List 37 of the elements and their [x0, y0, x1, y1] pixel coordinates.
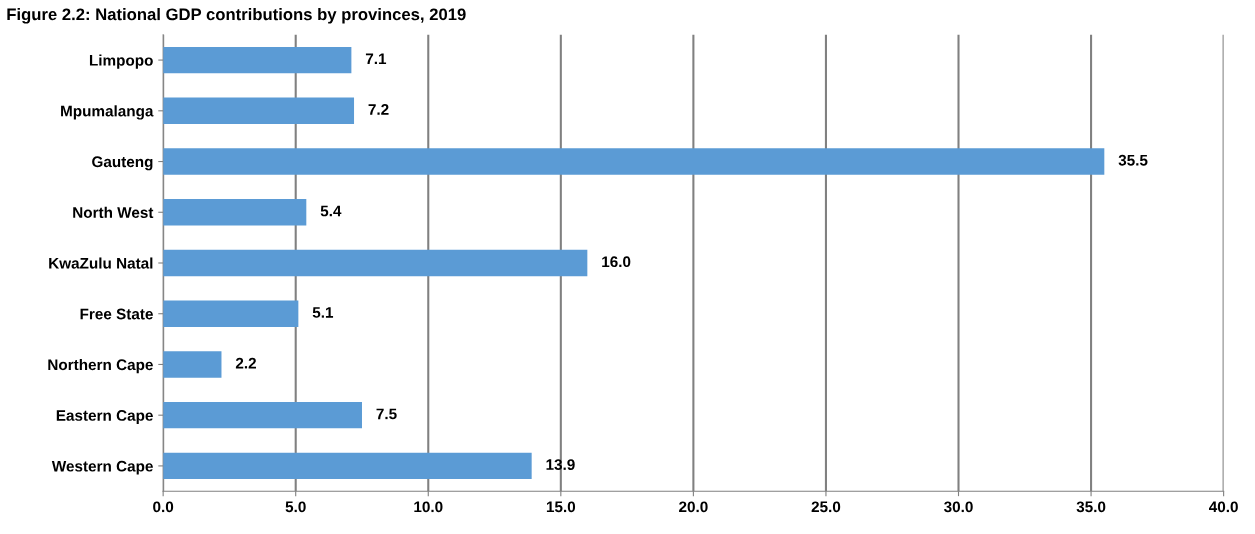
bar: [163, 249, 588, 277]
y-tick-label: North West: [73, 206, 154, 218]
data-label: 13.9: [546, 459, 575, 471]
x-tick-label: 20.0: [679, 501, 708, 513]
x-tick-label: 15.0: [546, 501, 576, 513]
chart-title: Figure 2.2: National GDP contributions by provinces, 2019: [7, 8, 466, 24]
y-tick-label: KwaZulu Natal: [49, 257, 153, 269]
x-tick-label: 30.0: [943, 501, 973, 513]
x-tick-label: 40.0: [1208, 501, 1238, 513]
y-tick-label: Western Cape: [51, 460, 153, 475]
y-tick-label: Eastern Cape: [56, 410, 153, 424]
data-label: 16.0: [602, 256, 631, 268]
bar: [163, 199, 307, 226]
y-tick-label: Mpumalanga: [61, 105, 154, 120]
data-label: 5.4: [320, 205, 342, 217]
x-tick-label: 35.0: [1076, 501, 1106, 513]
y-tick-label: Free State: [80, 308, 153, 320]
bar: [163, 351, 222, 378]
data-label: 7.5: [376, 408, 397, 420]
y-tick-label: Northern Cape: [48, 358, 153, 374]
bar: [163, 46, 352, 74]
x-tick-label: 5.0: [285, 501, 306, 513]
x-tick-label: 10.0: [414, 501, 443, 513]
bar: [163, 452, 532, 480]
data-label: 7.2: [368, 104, 389, 115]
bar: [163, 402, 362, 429]
bar: [163, 97, 355, 124]
data-label: 5.1: [312, 307, 334, 318]
data-label: 35.5: [1118, 154, 1148, 166]
x-tick-label: 0.0: [153, 501, 174, 513]
data-label: 7.1: [365, 53, 387, 65]
x-tick-label: 25.0: [811, 501, 841, 513]
bar: [163, 300, 299, 327]
y-tick-label: Limpopo: [89, 54, 153, 69]
bar: [163, 148, 1105, 175]
data-label: 2.2: [235, 357, 256, 369]
y-tick-label: Gauteng: [92, 156, 153, 171]
